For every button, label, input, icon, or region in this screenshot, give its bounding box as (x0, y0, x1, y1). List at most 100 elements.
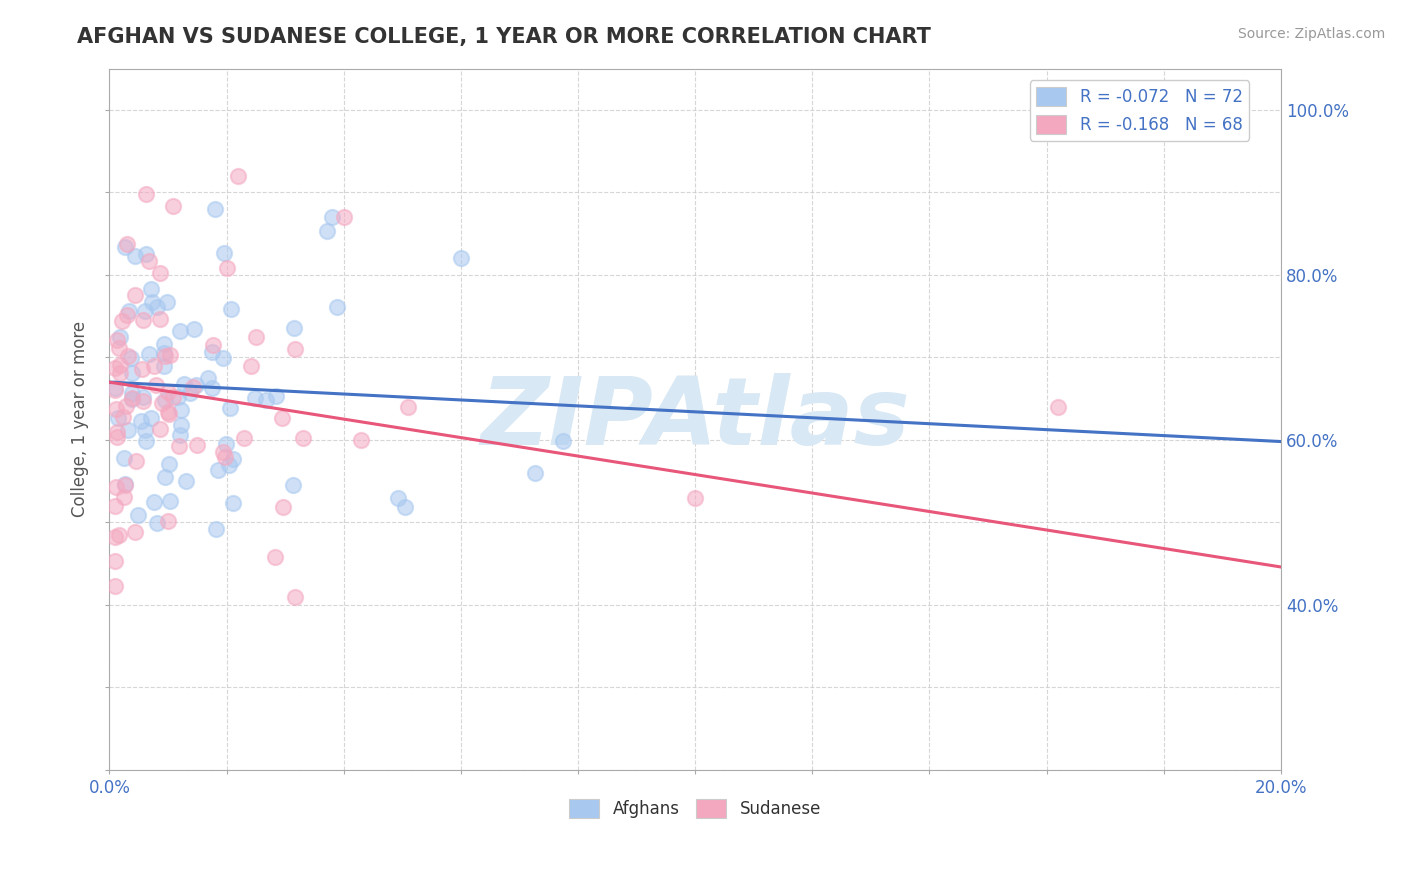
Point (162, 198, 184, 212)
Point (138, 253, 160, 268)
Point (551, 434, 574, 448)
Point (162, 390, 184, 404)
Point (217, 261, 239, 276)
Point (186, 438, 208, 452)
Point (135, 434, 157, 449)
Point (166, 390, 188, 404)
Point (125, 454, 148, 468)
Point (124, 525, 146, 540)
Text: Source: ZipAtlas.com: Source: ZipAtlas.com (1237, 27, 1385, 41)
Point (283, 478, 305, 492)
Y-axis label: College, 1 year or more: College, 1 year or more (72, 321, 89, 517)
Point (169, 428, 191, 442)
Point (104, 579, 127, 593)
Point (131, 362, 153, 376)
Point (1047, 400, 1070, 414)
Point (120, 351, 142, 365)
Point (387, 491, 409, 506)
Point (121, 366, 143, 380)
Point (149, 311, 172, 326)
Point (153, 346, 176, 360)
Point (169, 418, 191, 433)
Point (221, 452, 243, 467)
Point (204, 202, 226, 216)
Point (153, 337, 176, 351)
Point (108, 330, 131, 344)
Point (205, 522, 228, 536)
Point (218, 401, 240, 415)
Point (156, 294, 179, 309)
Point (114, 477, 136, 491)
Point (117, 423, 139, 437)
Point (139, 282, 162, 296)
Point (135, 247, 157, 261)
Point (683, 491, 706, 505)
Point (131, 313, 153, 327)
Point (169, 324, 191, 338)
Point (114, 240, 136, 254)
Point (170, 402, 193, 417)
Point (153, 350, 176, 364)
Point (115, 308, 138, 322)
Point (183, 322, 205, 336)
Point (173, 376, 195, 391)
Point (104, 383, 127, 397)
Point (146, 516, 169, 530)
Point (179, 386, 201, 401)
Point (159, 494, 181, 508)
Point (150, 396, 173, 410)
Point (152, 359, 174, 374)
Point (145, 378, 167, 392)
Point (111, 314, 134, 328)
Point (141, 295, 163, 310)
Point (124, 249, 146, 263)
Point (108, 341, 131, 355)
Point (215, 437, 238, 451)
Point (350, 433, 373, 447)
Point (283, 320, 305, 334)
Point (134, 423, 156, 437)
Point (104, 361, 127, 376)
Point (111, 410, 134, 425)
Point (394, 500, 416, 515)
Point (184, 378, 207, 392)
Point (157, 408, 180, 422)
Point (104, 499, 127, 513)
Point (104, 402, 127, 417)
Point (117, 237, 139, 252)
Point (212, 351, 235, 365)
Point (398, 400, 420, 414)
Point (159, 348, 181, 362)
Point (232, 431, 254, 445)
Legend: Afghans, Sudanese: Afghans, Sudanese (562, 792, 828, 825)
Point (523, 466, 546, 480)
Point (271, 500, 294, 514)
Point (201, 338, 224, 352)
Point (201, 380, 224, 394)
Point (207, 463, 229, 477)
Text: ZIPAtlas: ZIPAtlas (481, 373, 910, 466)
Point (121, 386, 143, 401)
Point (143, 359, 166, 373)
Point (149, 422, 172, 436)
Point (326, 300, 349, 314)
Point (121, 391, 143, 405)
Point (197, 371, 219, 385)
Point (222, 496, 245, 510)
Text: AFGHAN VS SUDANESE COLLEGE, 1 YEAR OR MORE CORRELATION CHART: AFGHAN VS SUDANESE COLLEGE, 1 YEAR OR MO… (77, 27, 931, 46)
Point (105, 425, 128, 439)
Point (157, 514, 180, 528)
Point (450, 252, 472, 266)
Point (104, 530, 127, 544)
Point (153, 392, 176, 407)
Point (115, 399, 138, 413)
Point (226, 169, 249, 183)
Point (114, 476, 136, 491)
Point (245, 330, 267, 344)
Point (121, 392, 143, 406)
Point (153, 469, 176, 483)
Point (264, 550, 287, 565)
Point (149, 266, 172, 280)
Point (156, 405, 179, 419)
Point (129, 414, 152, 428)
